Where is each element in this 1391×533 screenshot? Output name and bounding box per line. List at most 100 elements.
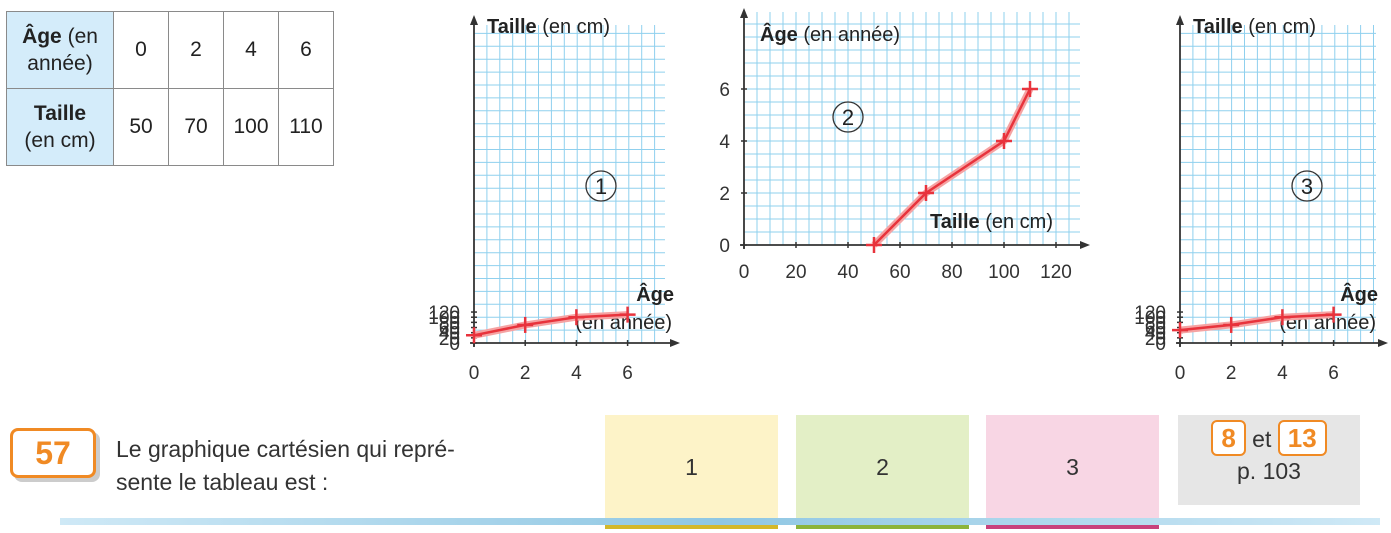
y-tick-label: 6	[719, 80, 730, 101]
data-point-marker	[1172, 322, 1188, 339]
answer-choice-3[interactable]: 3	[986, 415, 1159, 529]
age-cell: 4	[223, 11, 279, 89]
height-header-cell: Taille (en cm)	[6, 88, 114, 166]
x-tick-label: 2	[520, 363, 531, 384]
y-tick-label: 100	[1134, 308, 1166, 329]
y-tick-label: 60	[439, 319, 460, 340]
x-axis-arrow	[670, 339, 680, 347]
question-text: Le graphique cartésien qui repré- sente …	[116, 433, 586, 499]
x-tick-label: 80	[941, 262, 962, 283]
y-tick-label: 80	[1145, 313, 1166, 334]
data-point-marker	[918, 185, 934, 201]
height-cell: 70	[168, 88, 224, 166]
y-tick-label: 0	[1155, 334, 1166, 355]
x-tick-label: 20	[785, 262, 806, 283]
chart-number-circle	[1291, 170, 1323, 202]
question-line-2: sente le tableau est :	[116, 469, 329, 495]
y-tick-label: 40	[439, 324, 460, 345]
y-axis-label: Taille (en cm)	[1193, 16, 1316, 38]
data-point-marker	[568, 309, 585, 326]
y-axis-label-unit: (en année)	[798, 24, 900, 46]
height-cell: 50	[113, 88, 169, 166]
y-tick-label: 4	[719, 132, 730, 153]
data-point-marker	[1022, 81, 1038, 97]
grid	[1179, 25, 1376, 344]
data-point-marker	[517, 316, 534, 333]
x-tick-label: 40	[837, 262, 858, 283]
y-axis-arrow	[1176, 15, 1184, 25]
y-tick-label: 100	[428, 308, 460, 329]
x-tick-label: 0	[1175, 363, 1186, 384]
x-axis-label-bold: Taille	[930, 211, 980, 233]
data-point-marker	[1274, 309, 1291, 326]
y-tick-label: 60	[1145, 319, 1166, 340]
chart-number-label: 2	[842, 105, 854, 130]
series-line	[1179, 313, 1334, 332]
y-tick-label: 2	[719, 184, 730, 205]
x-tick-label: 0	[739, 262, 750, 283]
bottom-rule	[60, 518, 1380, 525]
y-axis-label-bold: Taille	[1193, 16, 1243, 38]
height-cell: 100	[223, 88, 279, 166]
age-header-cell: Âge (en année)	[6, 11, 114, 89]
x-tick-label: 100	[988, 262, 1020, 283]
reference-number-1[interactable]: 8	[1211, 420, 1246, 456]
x-axis-label-bold: Âge	[636, 282, 674, 306]
answer-choice-label: 2	[876, 454, 889, 480]
y-tick-label: 40	[1145, 324, 1166, 345]
y-axis-label-bold: Âge	[760, 22, 798, 46]
chart-number-circle	[585, 170, 617, 202]
y-tick-label: 120	[1134, 303, 1166, 324]
data-point-marker	[619, 306, 636, 323]
data-point-marker	[466, 327, 482, 344]
reference-box: 8 et 13 p. 103	[1178, 415, 1360, 505]
y-tick-label: 20	[439, 329, 460, 350]
grid	[473, 25, 665, 344]
y-tick-label: 0	[719, 236, 730, 257]
chart-number-label: 1	[595, 174, 607, 199]
x-tick-label: 6	[622, 363, 633, 384]
x-axis-label: Taille (en cm)	[930, 211, 1053, 233]
y-axis-label: Taille (en cm)	[487, 16, 610, 38]
answer-choice-label: 1	[685, 454, 698, 480]
reference-number-2[interactable]: 13	[1277, 420, 1327, 456]
answer-choice-2[interactable]: 2	[796, 415, 969, 529]
data-table: Âge (en année) 0 2 4 6 Taille (en cm) 50 …	[6, 11, 334, 166]
data-point-marker	[1223, 316, 1240, 333]
x-axis-label-bold: Âge	[1340, 282, 1378, 306]
reference-and: et	[1252, 426, 1272, 452]
x-tick-label: 0	[469, 363, 480, 384]
data-point-marker	[866, 237, 882, 253]
exercise-number-badge: 57	[10, 428, 96, 478]
data-point-marker	[996, 133, 1012, 149]
y-tick-label: 20	[1145, 329, 1166, 350]
age-cell: 6	[278, 11, 334, 89]
x-tick-label: 4	[1277, 363, 1288, 384]
series-line	[873, 88, 1032, 246]
reference-page: p. 103	[1237, 458, 1301, 484]
y-axis-arrow	[740, 8, 748, 18]
x-axis-arrow	[1080, 241, 1090, 249]
x-tick-label: 2	[1226, 363, 1237, 384]
y-tick-label: 80	[439, 313, 460, 334]
x-axis-label-unit: (en cm)	[980, 211, 1053, 233]
y-axis-arrow	[470, 15, 478, 25]
x-tick-label: 60	[889, 262, 910, 283]
x-axis-label: Âge	[1340, 282, 1378, 306]
y-axis-label-unit: (en cm)	[537, 16, 610, 38]
y-tick-label: 0	[449, 334, 460, 355]
data-point-marker	[1325, 306, 1342, 323]
y-tick-label: 120	[428, 303, 460, 324]
y-axis-label-unit: (en cm)	[1243, 16, 1316, 38]
x-axis-label: Âge	[636, 282, 674, 306]
answer-choice-label: 3	[1066, 454, 1079, 480]
answer-choice-1[interactable]: 1	[605, 415, 778, 529]
chart-number-circle	[832, 101, 864, 133]
question-line-1: Le graphique cartésien qui repré-	[116, 436, 455, 462]
x-tick-label: 6	[1328, 363, 1339, 384]
x-tick-label: 120	[1040, 262, 1072, 283]
height-cell: 110	[278, 88, 334, 166]
